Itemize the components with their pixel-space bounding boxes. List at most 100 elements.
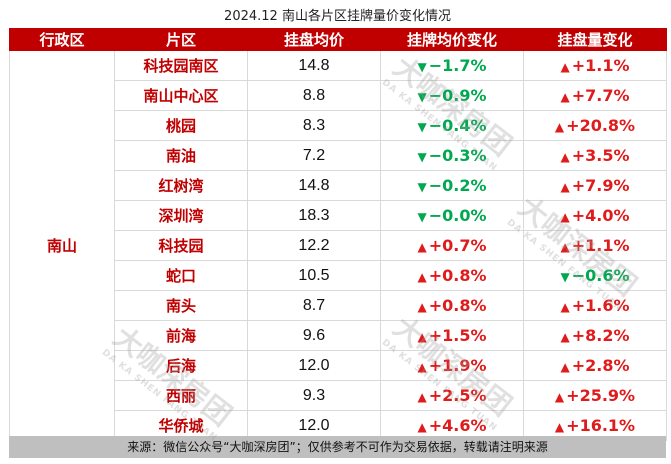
price-cell: 7.2 [247,140,381,171]
volume-change-cell-value: +25.9% [566,386,636,405]
volume-change-cell: ▼ −0.6% [523,260,667,291]
price-change-cell-value: +1.9% [428,356,487,375]
price-cell: 12.0 [247,410,381,441]
table-row: 南山 科技园南区 14.8 ▼ −1.7% ▲ +1.1% [9,50,667,441]
header-price: 挂盘均价 [247,28,381,51]
price-change-cell: ▼ −1.7% [380,50,524,81]
volume-change-cell: ▲ +16.1% [523,410,667,441]
triangle-down-icon: ▼ [417,150,427,164]
price-cell: 14.8 [247,50,381,81]
triangle-up-icon: ▲ [417,390,427,404]
triangle-up-icon: ▲ [417,420,427,434]
area-cell: 南山中心区 [114,80,248,111]
volume-change-cell: ▲ +4.0% [523,200,667,231]
table-row: 后海 12.0 ▲ +1.9% ▲ +2.8% [10,350,667,381]
table-row: 华侨城 12.0 ▲ +4.6% ▲ +16.1% [10,410,667,441]
volume-change-cell-value: +7.9% [571,176,630,195]
price-change-cell-value: +0.7% [428,236,487,255]
price-change-cell-value: −0.9% [428,86,487,105]
price-change-cell-value: +2.5% [428,386,487,405]
triangle-down-icon: ▼ [417,90,427,104]
triangle-up-icon: ▲ [560,330,570,344]
price-change-cell-value: +0.8% [428,296,487,315]
price-cell: 18.3 [247,200,381,231]
price-change-cell-value: +1.5% [428,326,487,345]
area-cell: 南头 [114,290,248,321]
volume-change-cell: ▲ +8.2% [523,320,667,351]
table-body: 南山 科技园南区 14.8 ▼ −1.7% ▲ +1.1% 南山中心区 8.8 ▼ −0.9% ▲ +7… [9,50,667,441]
table-row: 南山中心区 8.8 ▼ −0.9% ▲ +7.7% [10,80,667,111]
table-row: 南头 8.7 ▲ +0.8% ▲ +1.6% [10,290,667,321]
area-cell: 科技园南区 [114,50,248,81]
volume-change-cell-value: +3.5% [571,146,630,165]
volume-change-cell: ▲ +1.6% [523,290,667,321]
volume-change-cell-value: +16.1% [566,416,636,435]
price-change-cell: ▲ +2.5% [380,380,524,411]
price-change-cell: ▲ +0.8% [380,260,524,291]
table-row: 西丽 9.3 ▲ +2.5% ▲ +25.9% [10,380,667,411]
triangle-down-icon: ▼ [560,270,570,284]
triangle-down-icon: ▼ [417,120,427,134]
volume-change-cell: ▲ +1.1% [523,230,667,261]
triangle-up-icon: ▲ [417,300,427,314]
triangle-down-icon: ▼ [417,60,427,74]
volume-change-cell: ▲ +7.7% [523,80,667,111]
district-cell: 南山 [9,50,115,441]
price-change-cell-value: +0.8% [428,266,487,285]
volume-change-cell: ▲ +25.9% [523,380,667,411]
table-row: 桃园 8.3 ▼ −0.4% ▲ +20.8% [10,110,667,141]
price-change-cell: ▼ −0.3% [380,140,524,171]
volume-change-cell: ▲ +2.8% [523,350,667,381]
volume-change-cell-value: +7.7% [571,86,630,105]
volume-change-cell-value: +8.2% [571,326,630,345]
price-change-cell: ▲ +0.8% [380,290,524,321]
volume-change-cell-value: −0.6% [571,266,630,285]
price-cell: 9.6 [247,320,381,351]
area-cell: 深圳湾 [114,200,248,231]
triangle-up-icon: ▲ [560,150,570,164]
price-change-cell-value: −0.0% [428,206,487,225]
triangle-up-icon: ▲ [560,210,570,224]
price-change-cell-value: −1.7% [428,56,487,75]
area-cell: 西丽 [114,380,248,411]
area-cell: 红树湾 [114,170,248,201]
triangle-up-icon: ▲ [554,120,565,134]
header-area: 片区 [114,28,248,51]
price-change-cell-value: −0.4% [428,116,487,135]
price-cell: 8.7 [247,290,381,321]
price-cell: 14.8 [247,170,381,201]
area-cell: 后海 [114,350,248,381]
source-footer: 来源：微信公众号“大咖深房团”；仅供参考不可作为交易依据，转载请注明来源 [9,436,666,458]
triangle-up-icon: ▲ [417,360,427,374]
price-change-cell: ▼ −0.9% [380,80,524,111]
price-cell: 10.5 [247,260,381,291]
triangle-up-icon: ▲ [560,360,570,374]
price-cell: 12.2 [247,230,381,261]
table-row: 蛇口 10.5 ▲ +0.8% ▼ −0.6% [10,260,667,291]
area-cell: 蛇口 [114,260,248,291]
volume-change-cell-value: +20.8% [566,116,636,135]
listing-table: 行政区 片区 挂盘均价 挂牌均价变化 挂盘量变化 南山 科技园南区 14.8 ▼ −1.… [9,28,667,441]
volume-change-cell: ▲ +1.1% [523,50,667,81]
price-change-cell: ▲ +0.7% [380,230,524,261]
price-change-cell: ▼ −0.2% [380,170,524,201]
price-change-cell: ▲ +4.6% [380,410,524,441]
volume-change-cell: ▲ +20.8% [523,110,667,141]
table-row: 深圳湾 18.3 ▼ −0.0% ▲ +4.0% [10,200,667,231]
price-change-cell: ▼ −0.4% [380,110,524,141]
triangle-up-icon: ▲ [560,300,570,314]
volume-change-cell-value: +4.0% [571,206,630,225]
price-change-cell: ▲ +1.9% [380,350,524,381]
header-row: 行政区 片区 挂盘均价 挂牌均价变化 挂盘量变化 [9,28,667,51]
area-cell: 科技园 [114,230,248,261]
volume-change-cell-value: +1.1% [571,56,630,75]
triangle-up-icon: ▲ [560,60,570,74]
price-change-cell-value: −0.3% [428,146,487,165]
volume-change-cell-value: +1.1% [571,236,630,255]
area-cell: 南油 [114,140,248,171]
table-row: 南油 7.2 ▼ −0.3% ▲ +3.5% [10,140,667,171]
price-change-cell-value: +4.6% [428,416,487,435]
table-title: 2024.12 南山各片区挂牌量价变化情况 [224,9,451,24]
triangle-up-icon: ▲ [554,420,565,434]
